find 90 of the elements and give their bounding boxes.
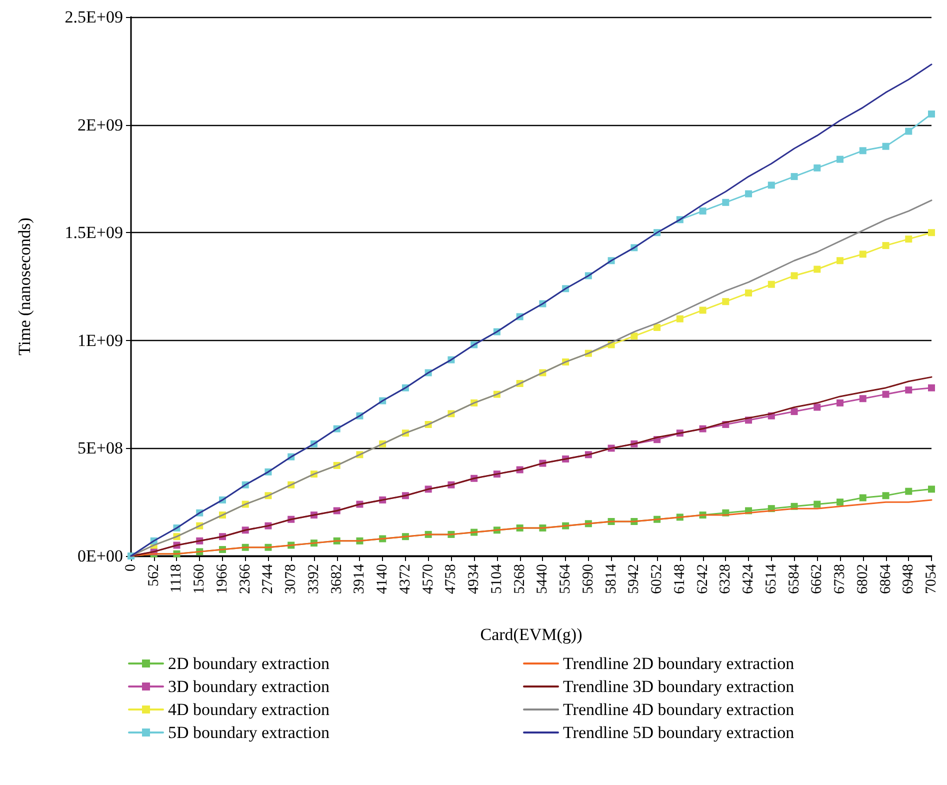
x-tick-label: 4934 <box>466 564 482 594</box>
x-tick-label: 5690 <box>580 564 596 594</box>
point <box>905 386 912 394</box>
y-axis-title: Time (nanoseconds) <box>15 218 34 356</box>
point <box>882 492 890 500</box>
point <box>928 229 935 236</box>
point <box>699 306 706 314</box>
point <box>790 272 798 280</box>
y-tick-label: 5E+08 <box>78 438 123 458</box>
point <box>745 190 752 198</box>
point <box>928 110 935 118</box>
point <box>722 198 730 206</box>
point <box>768 280 775 288</box>
x-tick-label: 5942 <box>626 564 642 594</box>
point <box>630 332 638 340</box>
x-tick-label: 6424 <box>740 564 757 594</box>
legend-label: Trendline 5D boundary extraction <box>563 723 795 742</box>
point <box>859 395 866 402</box>
legend-label: Trendline 2D boundary extraction <box>563 654 795 673</box>
point <box>790 173 798 180</box>
x-tick-label: 562 <box>146 564 162 586</box>
point <box>676 315 684 322</box>
point <box>905 128 912 135</box>
x-tick-label: 6662 <box>809 564 826 594</box>
legend-label: 3D boundary extraction <box>168 677 330 696</box>
x-tick-label: 6328 <box>718 564 734 594</box>
x-tick-label: 3392 <box>306 564 322 594</box>
y-tick-label: 0E+00 <box>78 546 123 566</box>
y-tick-label: 2.5E+09 <box>64 8 123 26</box>
x-tick-label: 6242 <box>694 564 711 594</box>
x-tick-label: 4758 <box>443 564 460 594</box>
point <box>814 164 821 172</box>
x-tick-label: 6864 <box>878 564 894 594</box>
x-tick-label: 6802 <box>854 564 871 594</box>
x-tick-label: 6148 <box>672 564 688 594</box>
point <box>722 298 730 306</box>
point <box>814 404 821 411</box>
x-tick-label: 3682 <box>328 564 345 594</box>
point <box>745 289 752 296</box>
legend-label: Trendline 4D boundary extraction <box>563 700 795 719</box>
x-tick-label: 5564 <box>558 564 574 594</box>
point <box>928 384 935 392</box>
point <box>768 182 775 189</box>
x-tick-label: 5814 <box>603 564 620 594</box>
x-tick-label: 2744 <box>260 564 276 594</box>
legend-label: 5D boundary extraction <box>168 723 330 742</box>
point <box>859 250 866 258</box>
point <box>836 156 844 163</box>
point <box>859 147 866 154</box>
y-tick-label: 1E+09 <box>78 330 123 350</box>
point <box>905 488 912 495</box>
x-tick-label: 4140 <box>374 564 391 594</box>
point <box>814 266 821 273</box>
x-tick-label: 5268 <box>512 564 528 594</box>
point <box>882 242 890 250</box>
x-tick-label: 3914 <box>352 564 368 594</box>
x-axis-title: Card(EVM(g)) <box>480 625 582 644</box>
point <box>882 390 890 398</box>
point <box>654 324 661 331</box>
legend-label: 4D boundary extraction <box>168 700 330 719</box>
x-tick-label: 2366 <box>237 564 254 594</box>
x-tick-label: 3078 <box>283 564 300 594</box>
x-tick-label: 4570 <box>420 564 436 594</box>
legend-label: Trendline 3D boundary extraction <box>563 677 795 696</box>
y-tick-label: 1.5E+09 <box>64 223 123 242</box>
point <box>790 408 798 416</box>
x-tick-label: 5440 <box>534 564 551 594</box>
point <box>836 399 844 406</box>
point <box>928 486 935 493</box>
y-tick-label: 2E+09 <box>78 115 123 134</box>
x-tick-label: 0 <box>123 564 139 572</box>
point <box>859 494 866 502</box>
point <box>699 208 706 215</box>
x-tick-label: 7054 <box>924 564 940 594</box>
point <box>836 257 844 264</box>
x-tick-label: 1560 <box>192 564 208 594</box>
point <box>836 498 844 506</box>
x-tick-label: 6584 <box>786 564 802 594</box>
legend-label: 2D boundary extraction <box>168 654 330 673</box>
x-tick-label: 1966 <box>214 564 230 594</box>
point <box>905 236 912 243</box>
x-tick-label: 5104 <box>488 564 505 594</box>
x-tick-label: 6514 <box>763 564 780 594</box>
point <box>814 500 821 508</box>
x-tick-label: 6738 <box>832 564 848 594</box>
point <box>882 142 890 150</box>
x-tick-label: 6052 <box>649 564 666 594</box>
x-tick-label: 4372 <box>397 564 414 594</box>
x-tick-label: 1118 <box>168 564 185 593</box>
x-tick-label: 6948 <box>900 564 917 594</box>
